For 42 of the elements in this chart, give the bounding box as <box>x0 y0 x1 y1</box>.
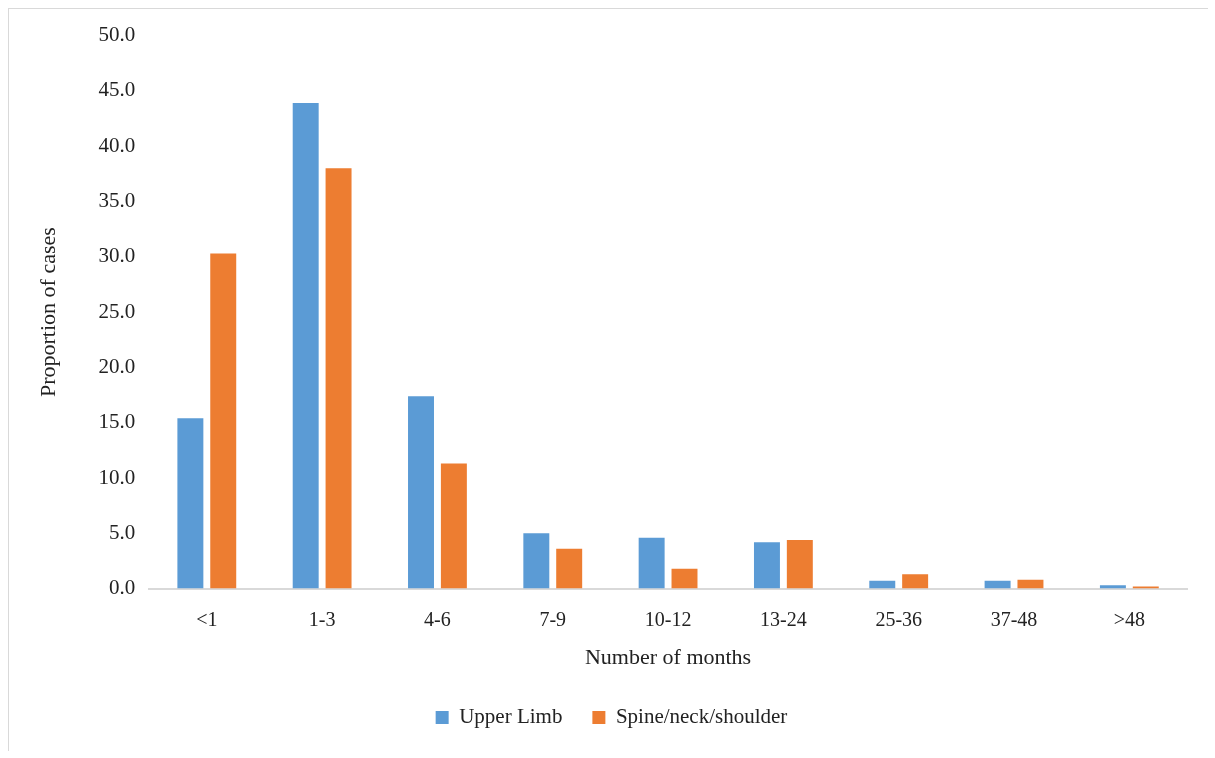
y-tick-label: 5.0 <box>108 519 136 544</box>
bar <box>984 580 1011 589</box>
bar <box>177 418 204 589</box>
x-tick-label: 4-6 <box>424 607 451 630</box>
x-tick-label: 37-48 <box>990 607 1038 630</box>
x-tick-label: 25-36 <box>875 607 923 630</box>
x-tick-label: >48 <box>1113 607 1145 630</box>
bar <box>325 168 352 589</box>
bar <box>1099 585 1126 589</box>
bar <box>523 533 550 589</box>
bar <box>786 539 813 589</box>
y-tick-label: 20.0 <box>98 353 136 378</box>
y-tick-label: 45.0 <box>98 77 136 102</box>
legend-label: Spine/neck/shoulder <box>615 704 788 729</box>
x-tick-label: 13-24 <box>760 607 807 630</box>
bar <box>210 253 237 589</box>
bar <box>671 568 698 589</box>
x-tick-label: <1 <box>196 607 218 630</box>
x-tick-label: 10-12 <box>644 607 692 630</box>
bar <box>1132 586 1159 589</box>
legend-label: Upper Limb <box>459 704 563 729</box>
y-tick-label: 30.0 <box>98 243 136 268</box>
y-tick-label: 40.0 <box>98 132 136 157</box>
bar <box>869 580 896 589</box>
bar <box>1017 579 1044 589</box>
x-tick-label: 7-9 <box>539 607 567 630</box>
bar <box>556 548 583 589</box>
y-tick-label: 10.0 <box>98 464 136 489</box>
x-tick-label: 1-3 <box>308 607 336 630</box>
y-tick-label: 25.0 <box>98 298 136 323</box>
y-tick-label: 15.0 <box>98 409 136 434</box>
bar <box>408 396 434 589</box>
y-axis-title: Proportion of cases <box>34 227 60 398</box>
bar <box>753 542 780 589</box>
bar <box>440 463 467 589</box>
bar <box>292 103 319 589</box>
y-tick-label: 50.0 <box>98 22 136 47</box>
bar <box>638 537 665 589</box>
y-tick-label: 35.0 <box>98 188 136 213</box>
x-axis-title: Number of months <box>584 643 752 669</box>
bar <box>902 574 929 589</box>
y-tick-label: 0.0 <box>108 575 136 600</box>
